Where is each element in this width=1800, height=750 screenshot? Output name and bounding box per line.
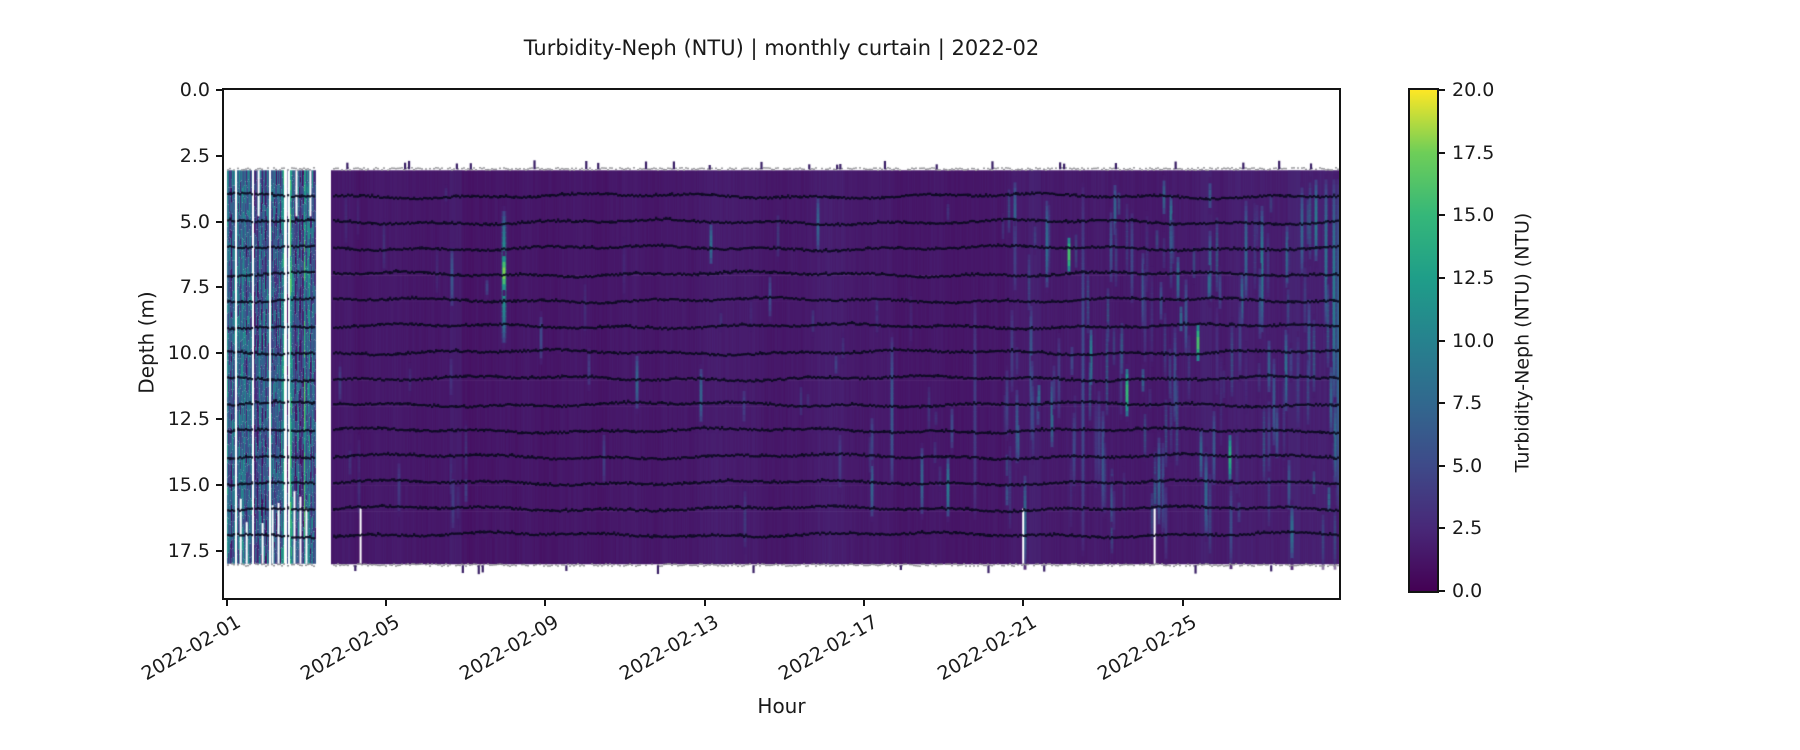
colorbar-label: Turbidity-Neph (NTU) (NTU): [1511, 212, 1534, 473]
y-tick-label: 10.0: [167, 342, 210, 365]
x-tick-mark: [544, 598, 547, 606]
colorbar-tick-mark: [1437, 402, 1445, 405]
colorbar-tick-mark: [1437, 464, 1445, 467]
y-tick-mark: [216, 549, 224, 552]
y-tick-label: 15.0: [167, 473, 210, 496]
plot-area: [222, 88, 1341, 600]
x-tick-mark: [1181, 598, 1184, 606]
colorbar-tick-label: 20.0: [1452, 79, 1495, 101]
colorbar-tick-label: 7.5: [1452, 392, 1483, 415]
x-tick-mark: [1022, 598, 1025, 606]
x-tick-mark: [385, 598, 388, 606]
y-tick-label: 7.5: [179, 276, 210, 299]
colorbar-tick-label: 17.5: [1452, 141, 1495, 164]
colorbar: [1408, 88, 1439, 593]
x-tick-mark: [225, 598, 228, 606]
heatmap-canvas: [224, 90, 1339, 598]
y-tick-mark: [216, 418, 224, 420]
y-tick-label: 12.5: [167, 408, 210, 430]
y-tick-label: 0.0: [179, 79, 210, 101]
colorbar-gradient: [1410, 90, 1437, 591]
y-tick-label: 5.0: [179, 210, 210, 233]
colorbar-tick-label: 15.0: [1452, 204, 1495, 227]
colorbar-tick-mark: [1437, 214, 1445, 217]
colorbar-tick-label: 0.0: [1452, 580, 1483, 602]
y-tick-mark: [216, 154, 224, 157]
colorbar-tick-mark: [1437, 89, 1445, 91]
colorbar-tick-mark: [1437, 339, 1445, 342]
y-tick-mark: [216, 89, 224, 91]
colorbar-tick-label: 2.5: [1452, 517, 1483, 540]
x-tick-mark: [862, 598, 865, 606]
y-tick-mark: [216, 286, 224, 289]
chart-title: Turbidity-Neph (NTU) | monthly curtain |…: [523, 36, 1040, 60]
y-tick-mark: [216, 220, 224, 223]
x-tick-mark: [703, 598, 706, 606]
y-tick-mark: [216, 352, 224, 355]
colorbar-tick-label: 5.0: [1452, 454, 1483, 477]
y-tick-label: 17.5: [167, 539, 210, 562]
colorbar-tick-mark: [1437, 276, 1445, 279]
colorbar-tick-label: 10.0: [1452, 329, 1495, 352]
x-axis-label: Hour: [757, 694, 806, 718]
y-tick-mark: [216, 483, 224, 486]
colorbar-tick-mark: [1437, 527, 1445, 530]
y-tick-label: 2.5: [179, 144, 210, 167]
colorbar-tick-mark: [1437, 151, 1445, 154]
colorbar-tick-label: 12.5: [1452, 266, 1495, 289]
colorbar-tick-mark: [1437, 590, 1445, 592]
